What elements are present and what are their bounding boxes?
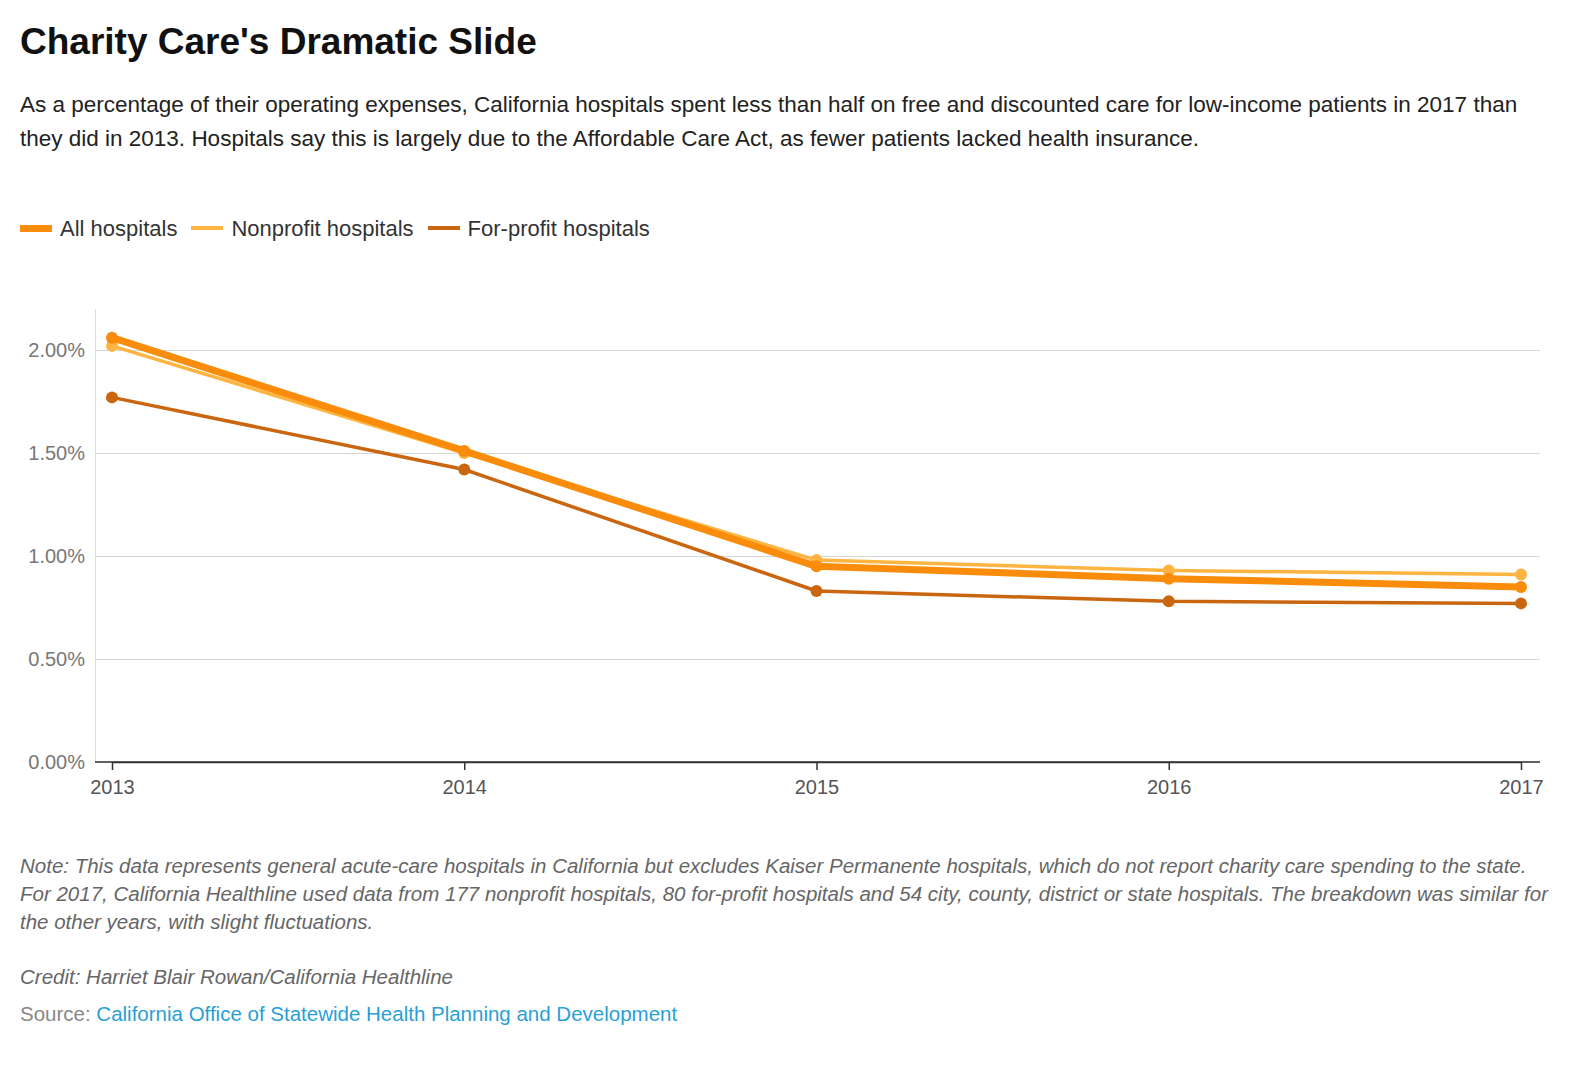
grid-line	[95, 659, 1540, 660]
series	[106, 391, 1527, 609]
legend-item: For-profit hospitals	[428, 214, 650, 244]
point	[106, 332, 118, 344]
point	[1515, 597, 1527, 609]
y-tick: 2.00%	[28, 339, 1540, 361]
source-link: California Office of Statewide Health Pl…	[96, 1002, 677, 1025]
series	[106, 332, 1527, 593]
y-tick-label: 0.50%	[28, 648, 85, 670]
point	[1163, 595, 1175, 607]
series-line	[112, 346, 1521, 575]
legend-item: All hospitals	[20, 214, 177, 244]
legend: All hospitals Nonprofit hospitals For-prof…	[20, 214, 664, 244]
point	[458, 445, 470, 457]
legend-label: For-profit hospitals	[468, 216, 650, 241]
legend-swatch	[20, 225, 52, 232]
point	[1515, 581, 1527, 593]
point	[1163, 573, 1175, 585]
x-tick-label: 2014	[443, 776, 488, 798]
x-tick: 2017	[1499, 762, 1544, 798]
x-axis: 2013 2014 2015 2016 2017	[90, 762, 1544, 798]
y-tick: 1.50%	[28, 442, 1540, 464]
point	[106, 391, 118, 403]
series	[106, 340, 1527, 581]
grid-line	[95, 350, 1540, 351]
x-tick-mark	[1169, 762, 1171, 770]
plot-area	[106, 332, 1527, 610]
y-tick-label: 0.00%	[28, 751, 85, 773]
y-tick-label: 1.00%	[28, 545, 85, 567]
x-tick-mark	[464, 762, 466, 770]
x-tick: 2014	[443, 762, 488, 798]
y-tick-label: 1.50%	[28, 442, 85, 464]
x-tick-label: 2016	[1147, 776, 1192, 798]
y-axis-line	[95, 309, 96, 762]
x-tick-mark	[816, 762, 818, 770]
y-tick: 0.50%	[28, 648, 1540, 670]
x-tick: 2013	[90, 762, 135, 798]
legend-item: Nonprofit hospitals	[191, 214, 413, 244]
chart: 0.00%0.50%1.00%1.50%2.00%201320142015201…	[0, 0, 1580, 1066]
y-tick: 0.00%	[28, 751, 1540, 773]
point	[1515, 569, 1527, 581]
x-tick-label: 2013	[90, 776, 135, 798]
legend-swatch	[191, 226, 223, 230]
x-tick: 2015	[795, 762, 840, 798]
source-prefix: Source:	[20, 1002, 91, 1025]
point	[458, 463, 470, 475]
legend-label: Nonprofit hospitals	[231, 216, 413, 241]
point	[811, 585, 823, 597]
x-tick-mark	[1521, 762, 1523, 770]
point	[811, 560, 823, 572]
title: Charity Care's Dramatic Slide	[20, 20, 537, 64]
credit: Credit: Harriet Blair Rowan/California H…	[20, 962, 453, 992]
series-line	[112, 338, 1521, 587]
x-tick: 2016	[1147, 762, 1192, 798]
legend-swatch	[428, 226, 460, 230]
y-axis: 0.00% 0.50% 1.00% 1.50% 2.00%	[28, 309, 1540, 773]
grid-line	[95, 453, 1540, 454]
source: Source: California Office of Statewide H…	[20, 999, 677, 1029]
x-tick-label: 2015	[795, 776, 840, 798]
y-tick-label: 2.00%	[28, 339, 85, 361]
x-tick-label: 2017	[1499, 776, 1544, 798]
x-axis-baseline	[95, 761, 1540, 763]
note: Note: This data represents general acute…	[20, 852, 1550, 936]
legend-label: All hospitals	[60, 216, 177, 241]
x-tick-mark	[112, 762, 114, 770]
subtitle: As a percentage of their operating expen…	[20, 88, 1540, 156]
